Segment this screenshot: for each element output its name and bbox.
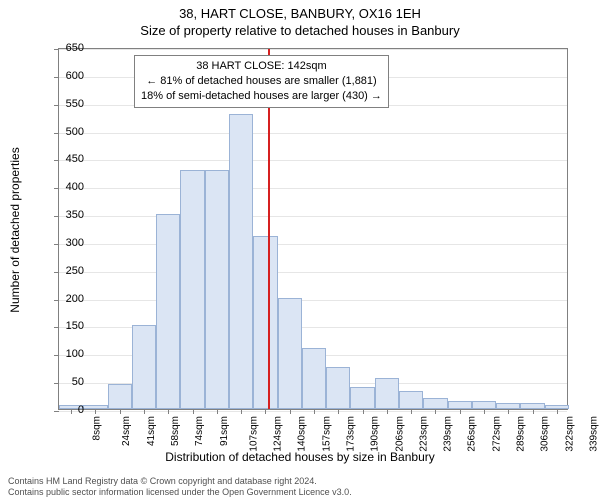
xtick-mark [508,409,509,414]
xtick-mark [217,409,218,414]
ytick-label: 350 [44,209,84,221]
xtick-mark [95,409,96,414]
xtick-mark [120,409,121,414]
xtick-mark [338,409,339,414]
histogram-bar [423,398,447,409]
gridline [59,188,567,189]
gridline [59,216,567,217]
xtick-mark [290,409,291,414]
ytick-label: 0 [44,404,84,416]
annotation-line3: 18% of semi-detached houses are larger (… [141,89,382,104]
xtick-label: 140sqm [297,416,308,452]
histogram-bar [132,325,156,409]
xtick-mark [484,409,485,414]
gridline [59,300,567,301]
ytick-label: 450 [44,153,84,165]
ytick-label: 100 [44,348,84,360]
xtick-label: 306sqm [540,416,551,452]
xtick-label: 157sqm [321,416,332,452]
histogram-bar [253,236,277,409]
xtick-label: 272sqm [491,416,502,452]
xtick-label: 91sqm [219,416,230,446]
plot-area: 38 HART CLOSE: 142sqm← 81% of detached h… [58,48,568,410]
gridline [59,49,567,50]
ytick-label: 400 [44,181,84,193]
xtick-mark [557,409,558,414]
footer-attribution: Contains HM Land Registry data © Crown c… [8,476,352,498]
gridline [59,160,567,161]
histogram-bar [180,170,204,409]
ytick-label: 50 [44,376,84,388]
y-axis-label: Number of detached properties [8,147,22,312]
annotation-line1: 38 HART CLOSE: 142sqm [141,59,382,74]
histogram-bar [399,391,423,409]
annotation-line2: ← 81% of detached houses are smaller (1,… [141,74,382,89]
histogram-bar [448,401,472,409]
xtick-mark [193,409,194,414]
histogram-bar [156,214,180,409]
gridline [59,272,567,273]
ytick-label: 600 [44,70,84,82]
xtick-mark [435,409,436,414]
xtick-label: 289sqm [516,416,527,452]
histogram-bar [472,401,496,409]
xtick-label: 339sqm [588,416,599,452]
histogram-bar [326,367,350,409]
gridline [59,411,567,412]
footer-line1: Contains HM Land Registry data © Crown c… [8,476,352,487]
xtick-label: 173sqm [346,416,357,452]
xtick-mark [533,409,534,414]
xtick-mark [460,409,461,414]
gridline [59,244,567,245]
xtick-label: 24sqm [121,416,132,446]
xtick-label: 124sqm [273,416,284,452]
gridline [59,133,567,134]
ytick-label: 150 [44,320,84,332]
xtick-label: 74sqm [194,416,205,446]
xtick-label: 256sqm [467,416,478,452]
histogram-bar [205,170,229,409]
xtick-mark [144,409,145,414]
histogram-bar [278,298,302,409]
ytick-label: 200 [44,293,84,305]
ytick-label: 550 [44,98,84,110]
annotation-box: 38 HART CLOSE: 142sqm← 81% of detached h… [134,55,389,108]
histogram-bar [108,384,132,409]
chart-title-line1: 38, HART CLOSE, BANBURY, OX16 1EH [0,0,600,21]
xtick-label: 190sqm [370,416,381,452]
xtick-mark [363,409,364,414]
xtick-mark [387,409,388,414]
chart-title-line2: Size of property relative to detached ho… [0,21,600,38]
x-axis-label: Distribution of detached houses by size … [0,450,600,464]
xtick-label: 107sqm [248,416,259,452]
xtick-label: 41sqm [146,416,157,446]
xtick-label: 206sqm [394,416,405,452]
xtick-label: 58sqm [170,416,181,446]
xtick-label: 322sqm [564,416,575,452]
xtick-mark [241,409,242,414]
xtick-mark [265,409,266,414]
ytick-label: 650 [44,42,84,54]
xtick-mark [168,409,169,414]
xtick-label: 239sqm [443,416,454,452]
xtick-label: 8sqm [92,416,103,440]
xtick-mark [411,409,412,414]
ytick-label: 500 [44,126,84,138]
histogram-bar [302,348,326,409]
xtick-mark [314,409,315,414]
histogram-bar [350,387,374,409]
footer-line2: Contains public sector information licen… [8,487,352,498]
histogram-bar [229,114,253,409]
histogram-bar [375,378,399,409]
ytick-label: 250 [44,265,84,277]
ytick-label: 300 [44,237,84,249]
chart-container: 38, HART CLOSE, BANBURY, OX16 1EH Size o… [0,0,600,500]
xtick-label: 223sqm [418,416,429,452]
